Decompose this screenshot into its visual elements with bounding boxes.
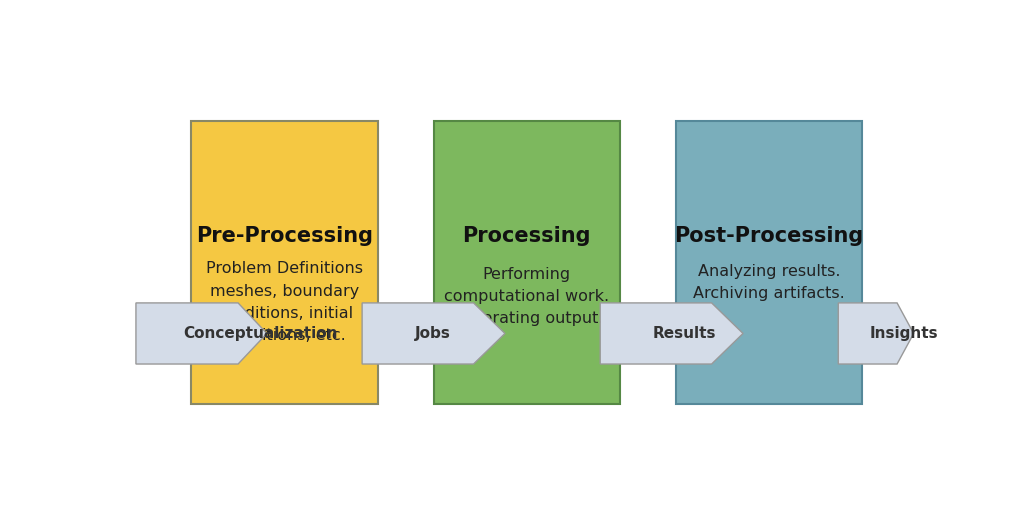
Text: Post-Processing: Post-Processing bbox=[674, 226, 863, 246]
FancyBboxPatch shape bbox=[676, 121, 862, 404]
Text: Jobs: Jobs bbox=[415, 326, 451, 341]
Polygon shape bbox=[362, 303, 505, 364]
Text: Performing
computational work.
Generating output.: Performing computational work. Generatin… bbox=[444, 267, 609, 326]
Text: Insights: Insights bbox=[869, 326, 938, 341]
Text: Processing: Processing bbox=[463, 226, 591, 246]
FancyBboxPatch shape bbox=[191, 121, 378, 404]
Polygon shape bbox=[136, 303, 267, 364]
Text: Analyzing results.
Archiving artifacts.: Analyzing results. Archiving artifacts. bbox=[693, 264, 845, 301]
Polygon shape bbox=[600, 303, 743, 364]
Text: Pre-Processing: Pre-Processing bbox=[197, 226, 373, 246]
Text: Conceptualization: Conceptualization bbox=[183, 326, 338, 341]
Text: Problem Definitions
meshes, boundary
conditions, initial
conditions, etc.: Problem Definitions meshes, boundary con… bbox=[206, 262, 364, 343]
Polygon shape bbox=[839, 303, 913, 364]
FancyBboxPatch shape bbox=[433, 121, 620, 404]
Text: Results: Results bbox=[652, 326, 716, 341]
